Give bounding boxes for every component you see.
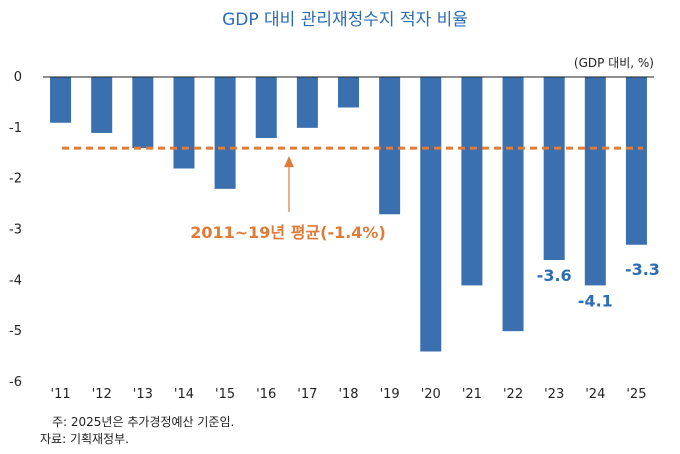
bar [173, 77, 195, 169]
bar [584, 77, 606, 286]
bar [338, 77, 359, 108]
bar [255, 77, 277, 138]
data-label: -3.3 [625, 260, 660, 279]
bar [214, 77, 236, 189]
x-tick-label: '11 [51, 387, 71, 402]
bar [50, 77, 72, 123]
y-tick-label: -5 [9, 324, 22, 339]
y-tick-label: -2 [9, 172, 22, 187]
y-tick-label: -6 [9, 375, 22, 390]
x-axis: '11 '12 '13 '14 '15 '16 '17 '18 '19 '20 '21 '22 '23 '… [51, 387, 647, 402]
x-tick-label: '20 [421, 387, 441, 402]
x-tick-label: '13 [133, 387, 153, 402]
unit-label: (GDP 대비, %) [574, 56, 654, 70]
bar [132, 77, 154, 149]
x-tick-label: '23 [544, 387, 564, 402]
x-tick-label: '25 [626, 387, 646, 402]
y-tick-label: 0 [14, 70, 22, 85]
footnote-source: 자료: 기획재정부. [40, 432, 129, 446]
chart-title: GDP 대비 관리재정수지 적자 비율 [222, 10, 468, 30]
x-tick-label: '18 [338, 387, 358, 402]
x-tick-label: '19 [380, 387, 400, 402]
x-tick-label: '17 [297, 387, 317, 402]
y-tick-label: -1 [9, 121, 22, 136]
bar [543, 77, 565, 260]
y-tick-label: -3 [9, 223, 22, 238]
x-tick-label: '16 [256, 387, 276, 402]
y-tick-label: -4 [9, 273, 22, 288]
x-tick-label: '15 [215, 387, 235, 402]
data-labels: -3.6 -4.1 -3.3 [537, 260, 660, 311]
bar [625, 77, 647, 245]
bar [420, 77, 442, 352]
bar [502, 77, 524, 332]
average-label: 2011~19년 평균(-1.4%) [190, 223, 386, 242]
bar [379, 77, 401, 215]
data-label: -3.6 [537, 266, 572, 285]
footnote-note: 주: 2025년은 추가경정예산 기준임. [52, 415, 234, 429]
bar-series [50, 77, 647, 352]
x-tick-label: '12 [92, 387, 112, 402]
bar [91, 77, 113, 133]
bar [296, 77, 318, 128]
x-tick-label: '24 [585, 387, 605, 402]
x-tick-label: '22 [503, 387, 523, 402]
average-arrow-head [284, 156, 294, 168]
x-tick-label: '14 [174, 387, 194, 402]
x-tick-label: '21 [462, 387, 482, 402]
data-label: -4.1 [578, 291, 613, 310]
y-axis: 0 -1 -2 -3 -4 -5 -6 [9, 70, 22, 390]
bar [461, 77, 483, 286]
